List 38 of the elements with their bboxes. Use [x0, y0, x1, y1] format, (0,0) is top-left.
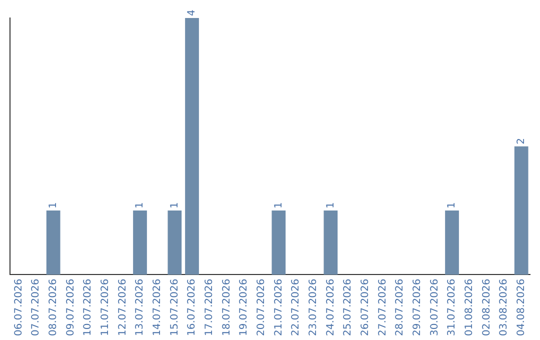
x-tick-label: 25.07.2026 [342, 278, 354, 336]
x-tick-label: 23.07.2026 [308, 278, 319, 336]
x-tick-label: 13.07.2026 [134, 278, 146, 336]
x-tick-label: 08.07.2026 [48, 278, 59, 336]
x-tick-label: 07.07.2026 [30, 278, 42, 336]
x-tick-label: 10.07.2026 [82, 278, 94, 336]
x-tick-label: 31.07.2026 [446, 278, 458, 336]
data-label: 1 [446, 202, 458, 209]
x-tick-label: 26.07.2026 [360, 278, 371, 336]
x-tick-label: 19.07.2026 [238, 278, 250, 336]
data-label: 1 [325, 202, 336, 209]
x-tick-label: 12.07.2026 [117, 278, 128, 336]
x-tick-label: 18.07.2026 [221, 278, 232, 336]
x-tick-label: 02.08.2026 [481, 278, 492, 336]
data-label: 1 [48, 202, 59, 209]
x-tick-label: 22.07.2026 [290, 278, 302, 336]
x-tick-label: 20.07.2026 [256, 278, 267, 336]
x-tick-label: 29.07.2026 [412, 278, 423, 336]
data-label: 2 [516, 138, 527, 144]
x-tick-label: 15.07.2026 [169, 278, 180, 336]
x-tick-label: 14.07.2026 [152, 278, 163, 336]
x-tick-label: 09.07.2026 [65, 278, 76, 336]
x-tick-label: 21.07.2026 [273, 278, 284, 336]
data-label: 1 [134, 202, 146, 209]
x-tick-label: 01.08.2026 [464, 278, 475, 336]
x-tick-label: 27.07.2026 [377, 278, 388, 336]
x-tick-label: 16.07.2026 [186, 278, 198, 336]
x-tick-label: 03.08.2026 [498, 278, 510, 336]
data-label: 1 [273, 202, 284, 209]
x-tick-label: 30.07.2026 [429, 278, 440, 336]
x-tick-label: 06.07.2026 [13, 278, 24, 336]
x-tick-label: 17.07.2026 [204, 278, 215, 336]
x-tick-label: 11.07.2026 [100, 278, 111, 336]
x-tick-label: 28.07.2026 [394, 278, 406, 336]
data-label: 4 [186, 10, 198, 16]
data-label: 1 [169, 202, 180, 209]
x-tick-label: 04.08.2026 [516, 278, 527, 336]
x-tick-label: 24.07.2026 [325, 278, 336, 336]
